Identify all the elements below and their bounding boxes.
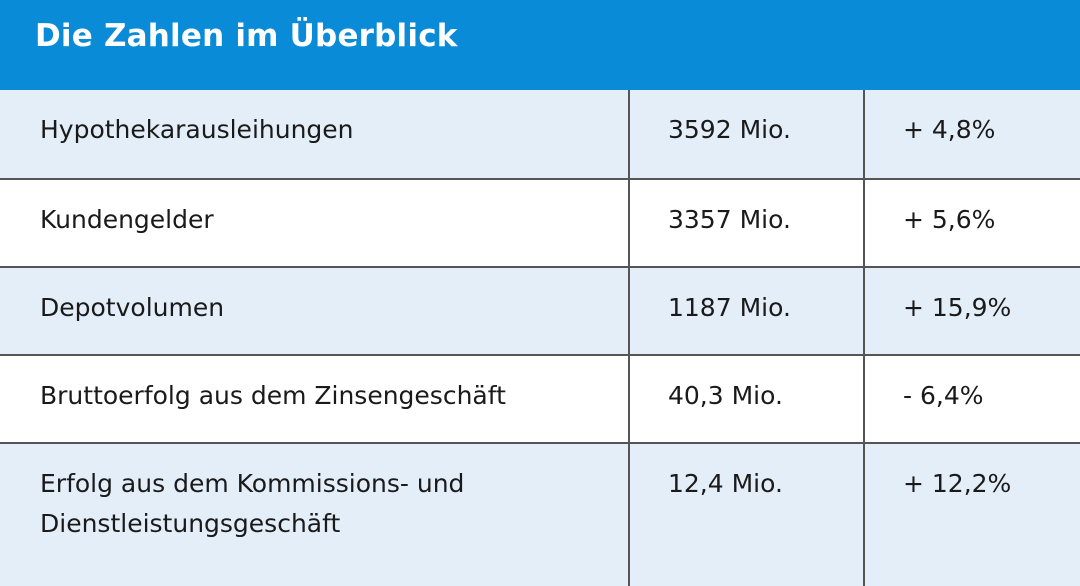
table-title: Die Zahlen im Überblick bbox=[0, 0, 1080, 90]
table-cell: 3357 Mio. bbox=[630, 180, 865, 266]
table-cell: + 15,9% bbox=[903, 293, 1012, 322]
table-row: Bruttoerfolg aus dem Zinsengeschäft 40,3 … bbox=[0, 356, 1080, 444]
table-cell: 40,3 Mio. bbox=[630, 356, 865, 442]
table-cell: + 12,2% bbox=[903, 469, 1012, 498]
table-cell: Depotvolumen bbox=[0, 268, 630, 354]
table-body: Hypothekarausleihungen 3592 Mio. + 4,8% Kun… bbox=[0, 90, 1080, 586]
table-cell: Bruttoerfolg aus dem Zinsengeschäft bbox=[0, 356, 630, 442]
table-cell: Erfolg aus dem Kommissions- und Dienstle… bbox=[0, 444, 630, 586]
table-row: Erfolg aus dem Kommissions- und Dienstle… bbox=[0, 444, 1080, 586]
table-row: Depotvolumen 1187 Mio. + 15,9% bbox=[0, 268, 1080, 356]
table-cell: Kundengelder bbox=[0, 180, 630, 266]
table-row: Hypothekarausleihungen 3592 Mio. + 4,8% bbox=[0, 90, 1080, 180]
table-cell: Hypothekarausleihungen bbox=[0, 90, 630, 178]
table-cell: + 5,6% bbox=[903, 205, 996, 234]
table-row: Kundengelder 3357 Mio. + 5,6% bbox=[0, 180, 1080, 268]
table-cell: 3592 Mio. bbox=[630, 90, 865, 178]
table-cell: 12,4 Mio. bbox=[630, 444, 865, 586]
table-cell: - 6,4% bbox=[903, 381, 984, 410]
table-cell: + 4,8% bbox=[903, 115, 996, 144]
table-cell: 1187 Mio. bbox=[630, 268, 865, 354]
